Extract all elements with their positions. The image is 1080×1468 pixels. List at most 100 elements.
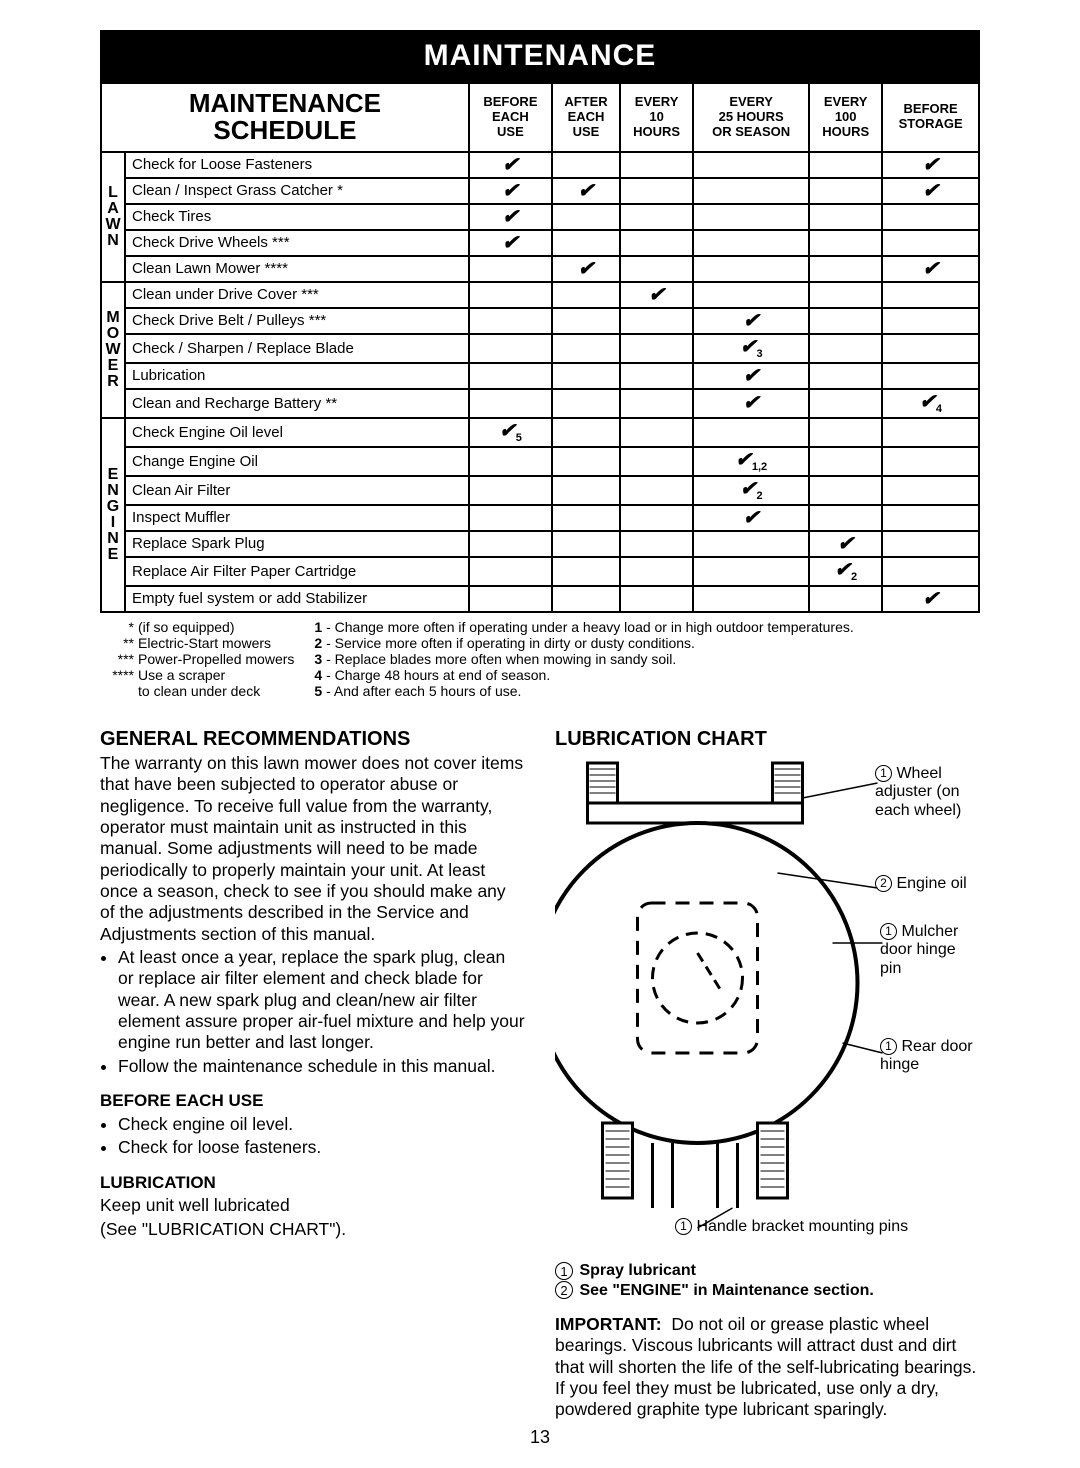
table-row: Replace Spark Plug ✔ <box>101 531 979 557</box>
task-cell: Lubrication <box>125 363 469 389</box>
check-cell: ✔ <box>882 152 979 178</box>
check-cell <box>552 363 620 389</box>
check-cell: ✔ <box>469 152 552 178</box>
important-note: IMPORTANT: Do not oil or grease plastic … <box>555 1314 980 1421</box>
check-cell <box>552 334 620 363</box>
check-cell <box>882 418 979 447</box>
check-cell <box>809 282 882 308</box>
p-general: The warranty on this lawn mower does not… <box>100 753 525 945</box>
check-cell: ✔ <box>469 230 552 256</box>
check-cell: ✔ <box>620 282 693 308</box>
check-cell: ✔ <box>469 204 552 230</box>
col-after-each: AFTER EACH USE <box>552 83 620 152</box>
check-cell <box>469 334 552 363</box>
check-cell <box>469 282 552 308</box>
check-cell <box>809 152 882 178</box>
check-cell <box>809 476 882 505</box>
col-before-storage: BEFORE STORAGE <box>882 83 979 152</box>
table-row: ENGINECheck Engine Oil level✔5 <box>101 418 979 447</box>
check-cell <box>552 418 620 447</box>
check-cell <box>809 334 882 363</box>
check-cell <box>882 557 979 586</box>
footnotes: *(if so equipped)**Electric-Start mowers… <box>100 619 980 699</box>
check-cell <box>693 256 809 282</box>
h-lubrication: LUBRICATION <box>100 1173 525 1194</box>
h-before: BEFORE EACH USE <box>100 1091 525 1112</box>
check-cell <box>620 389 693 418</box>
check-cell: ✔ <box>693 363 809 389</box>
h-general: GENERAL RECOMMENDATIONS <box>100 727 525 751</box>
callout-engine-oil: 2 Engine oil <box>875 875 967 893</box>
check-cell <box>620 230 693 256</box>
task-cell: Replace Spark Plug <box>125 531 469 557</box>
check-cell <box>809 389 882 418</box>
col-before-each: BEFORE EACH USE <box>469 83 552 152</box>
check-cell <box>552 282 620 308</box>
check-cell <box>620 308 693 334</box>
task-cell: Check for Loose Fasteners <box>125 152 469 178</box>
check-cell <box>552 476 620 505</box>
check-cell: ✔ <box>552 256 620 282</box>
col-every-100: EVERY 100 HOURS <box>809 83 882 152</box>
header-title: MAINTENANCE <box>103 39 977 73</box>
table-row: Change Engine Oil ✔1,2 <box>101 447 979 476</box>
check-cell <box>693 152 809 178</box>
task-cell: Empty fuel system or add Stabilizer <box>125 586 469 612</box>
table-row: Check / Sharpen / Replace Blade✔3 <box>101 334 979 363</box>
check-cell <box>620 557 693 586</box>
check-cell <box>882 282 979 308</box>
footnote-num: 1 - Change more often if operating under… <box>314 619 980 635</box>
general-bullets: At least once a year, replace the spark … <box>118 947 525 1077</box>
check-cell <box>552 531 620 557</box>
check-cell: ✔1,2 <box>693 447 809 476</box>
check-cell <box>469 586 552 612</box>
check-cell: ✔ <box>693 389 809 418</box>
table-row: Check Tires✔ <box>101 204 979 230</box>
check-cell <box>469 363 552 389</box>
task-cell: Clean / Inspect Grass Catcher * <box>125 178 469 204</box>
check-cell: ✔ <box>809 531 882 557</box>
footnote-star: ***Power-Propelled mowers <box>100 651 294 667</box>
task-cell: Check Engine Oil level <box>125 418 469 447</box>
check-cell <box>620 152 693 178</box>
task-cell: Check Tires <box>125 204 469 230</box>
check-cell <box>552 505 620 531</box>
check-cell <box>552 152 620 178</box>
left-column: GENERAL RECOMMENDATIONS The warranty on … <box>100 727 525 1423</box>
check-cell <box>693 204 809 230</box>
table-row: Replace Air Filter Paper Cartridge✔2 <box>101 557 979 586</box>
check-cell: ✔5 <box>469 418 552 447</box>
task-cell: Clean Lawn Mower **** <box>125 256 469 282</box>
check-cell <box>620 531 693 557</box>
table-row: Check Drive Wheels ***✔ <box>101 230 979 256</box>
check-cell <box>693 586 809 612</box>
check-cell <box>882 204 979 230</box>
table-row: Empty fuel system or add Stabilizer✔ <box>101 586 979 612</box>
callout-mulcher: 1 Mulcher door hinge pin <box>880 923 980 978</box>
task-cell: Inspect Muffler <box>125 505 469 531</box>
maintenance-schedule-table: MAINTENANCESCHEDULE BEFORE EACH USE AFTE… <box>100 82 980 613</box>
col-every-10: EVERY 10 HOURS <box>620 83 693 152</box>
check-cell <box>809 178 882 204</box>
check-cell: ✔ <box>693 505 809 531</box>
check-cell <box>809 505 882 531</box>
check-cell <box>620 476 693 505</box>
check-cell <box>552 557 620 586</box>
task-cell: Change Engine Oil <box>125 447 469 476</box>
check-cell <box>882 334 979 363</box>
check-cell <box>809 447 882 476</box>
before-bullets: Check engine oil level.Check for loose f… <box>118 1114 525 1159</box>
check-cell <box>882 531 979 557</box>
check-cell <box>809 308 882 334</box>
check-cell <box>469 476 552 505</box>
footnote-num: 2 - Service more often if operating in d… <box>314 635 980 651</box>
group-label: MOWER <box>101 282 125 418</box>
table-row: Inspect Muffler ✔ <box>101 505 979 531</box>
check-cell <box>620 334 693 363</box>
footnote-star: ****Use a scraper <box>100 667 294 683</box>
footnote-star: to clean under deck <box>100 683 294 699</box>
check-cell <box>809 418 882 447</box>
group-label: ENGINE <box>101 418 125 612</box>
check-cell <box>693 557 809 586</box>
check-cell <box>552 308 620 334</box>
